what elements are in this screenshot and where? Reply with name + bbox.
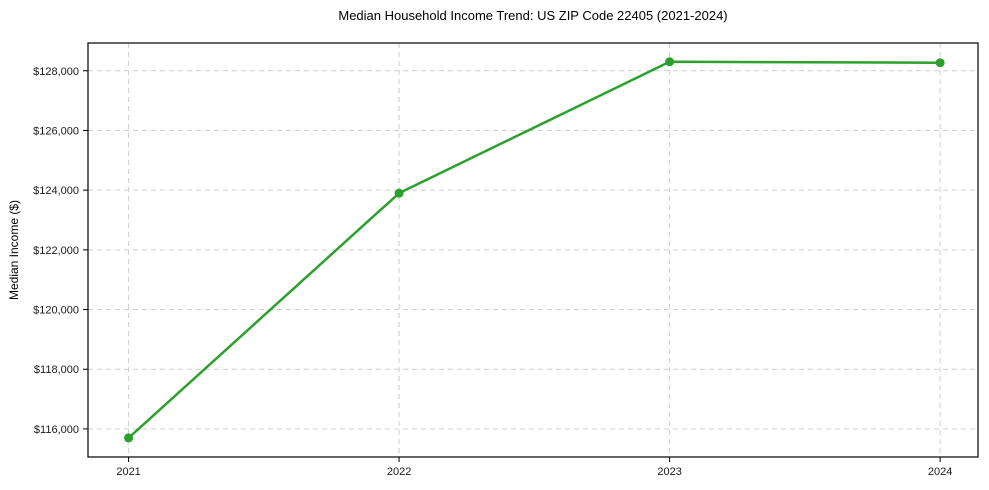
data-point-2024	[935, 58, 945, 68]
x-tick-label: 2021	[116, 466, 140, 478]
y-tick-label: $120,000	[33, 305, 79, 317]
x-tick-label: 2024	[928, 466, 952, 478]
y-tick-label: $128,000	[33, 66, 79, 78]
data-point-2023	[665, 57, 675, 67]
x-tick-label: 2022	[387, 466, 411, 478]
y-tick-label: $122,000	[33, 245, 79, 257]
chart-title: Median Household Income Trend: US ZIP Co…	[338, 8, 728, 23]
data-point-2021	[124, 433, 134, 443]
x-tick-label: 2023	[657, 466, 681, 478]
y-tick-label: $126,000	[33, 125, 79, 137]
data-point-2022	[394, 188, 404, 198]
y-tick-label: $116,000	[34, 424, 79, 436]
trend-line	[127, 60, 942, 440]
y-tick-label: $118,000	[34, 364, 79, 376]
y-tick-label: $124,000	[33, 185, 79, 197]
